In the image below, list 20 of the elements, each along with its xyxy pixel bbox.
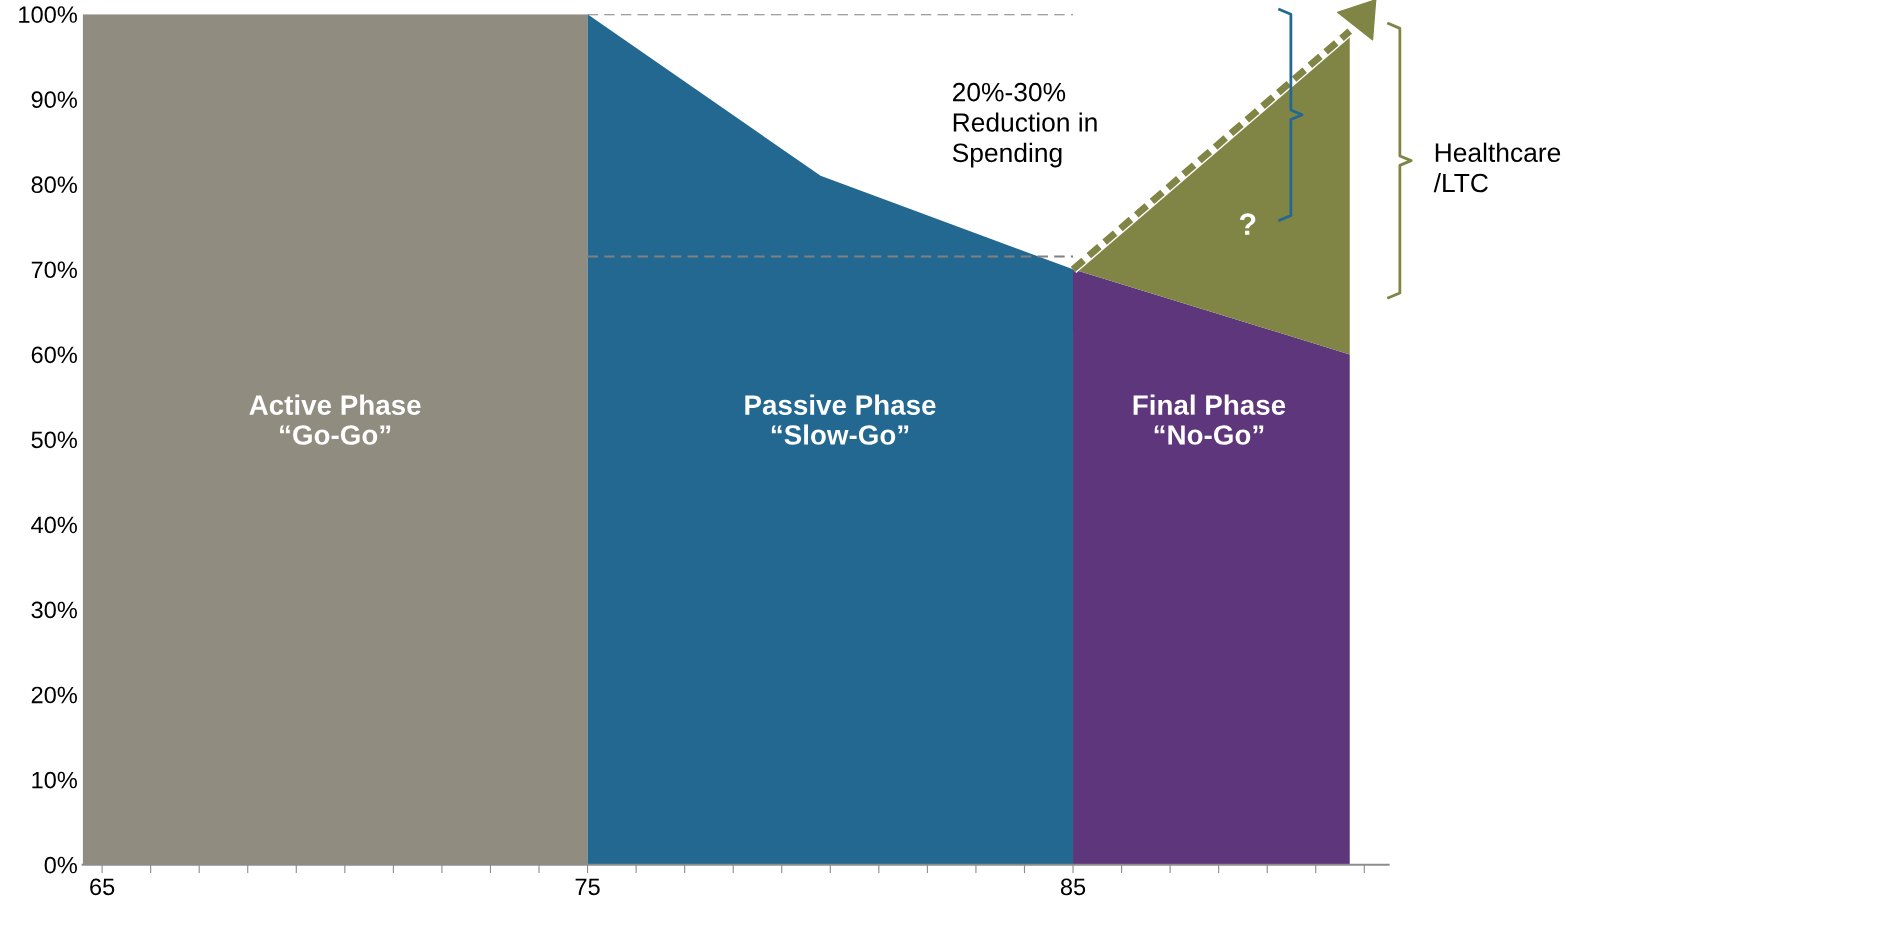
x-tick-label: 85 xyxy=(1060,878,1086,896)
annotation: 20%-30% Reduction in Spending xyxy=(952,82,1097,168)
y-tick-label: 10% xyxy=(32,771,77,789)
annotation: Passive Phase “Slow-Go” xyxy=(745,394,936,445)
y-tick-label: 50% xyxy=(31,431,77,449)
annotation: Active Phase “Go-Go” xyxy=(249,394,421,445)
x-tick-label: 75 xyxy=(575,878,600,896)
y-tick-label: 0% xyxy=(44,856,77,874)
y-tick-label: 40% xyxy=(31,516,77,534)
y-tick-label: 30% xyxy=(31,601,77,619)
y-tick-label: 70% xyxy=(31,261,77,279)
y-tick-label: 20% xyxy=(31,686,77,704)
y-tick-label: 90% xyxy=(31,91,77,109)
annotation: ? xyxy=(1239,213,1256,235)
x-tick-label: 65 xyxy=(90,878,115,896)
annotation: Final Phase “No-Go” xyxy=(1133,394,1286,445)
y-tick-label: 60% xyxy=(31,346,77,364)
y-tick-label: 80% xyxy=(31,176,77,194)
text: Healthcare /LTC xyxy=(1433,142,1561,193)
y-tick-label: 100% xyxy=(19,6,77,23)
